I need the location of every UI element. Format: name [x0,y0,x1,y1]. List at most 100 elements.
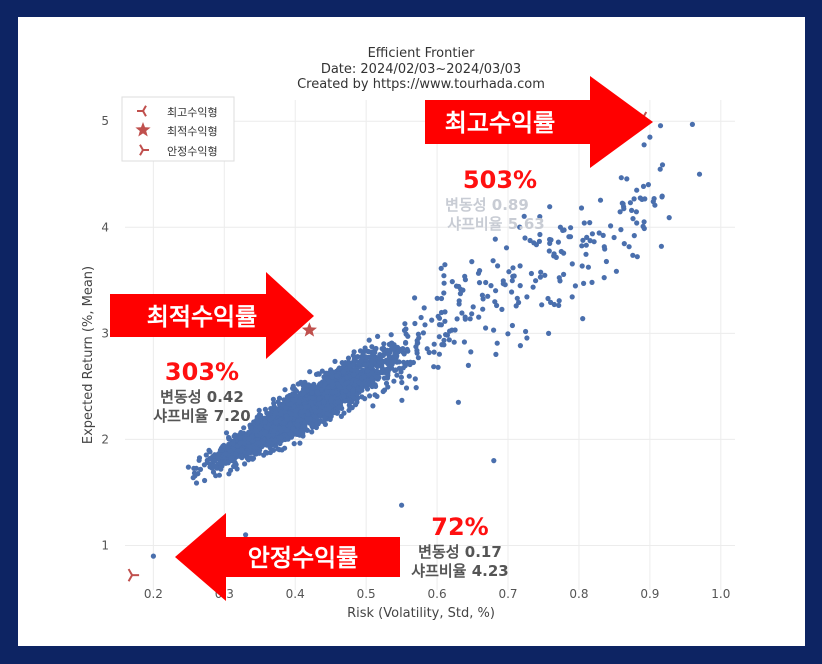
portfolio-point [391,353,397,360]
portfolio-point [442,309,448,315]
portfolio-point [335,399,341,405]
chart-subtitle-credit: Created by https://www.tourhada.com [297,77,545,92]
portfolio-point [271,428,277,434]
portfolio-point [567,234,574,240]
portfolio-point [388,340,394,346]
portfolio-point [264,450,270,456]
legend-item-max-return: 최고수익형 [167,106,218,119]
portfolio-point [461,339,467,345]
portfolio-point [366,337,372,343]
portfolio-point [251,450,257,456]
portfolio-point [490,258,496,264]
portfolio-point [393,367,399,373]
arrow-top-label: 최고수익률 [445,109,555,137]
portfolio-point [524,294,530,300]
low-volatility: 변동성 0.17 [418,543,502,561]
portfolio-point [337,384,343,390]
portfolio-point [641,219,647,225]
portfolio-point [469,259,475,265]
portfolio-point [402,321,408,327]
portfolio-point [210,453,216,460]
portfolio-point [292,408,299,414]
portfolio-point [346,384,352,390]
portfolio-point [226,441,232,447]
portfolio-point [510,273,516,279]
portfolio-point [375,333,381,339]
portfolio-point [383,380,390,386]
portfolio-point [422,322,428,328]
portfolio-point [483,279,489,286]
portfolio-point [278,411,284,417]
portfolio-point [403,385,410,391]
arrow-mid-shape [110,272,314,359]
portfolio-point [267,416,273,423]
portfolio-point [528,270,535,277]
portfolio-point [421,305,427,311]
portfolio-point [324,394,330,400]
portfolio-point [218,466,224,472]
portfolio-point [273,419,279,425]
portfolio-point [308,399,314,406]
arrow-top: 최고수익률 [425,76,653,168]
portfolio-point [547,204,553,210]
mid-sharpe: 샤프비율 7.20 [153,407,250,425]
portfolio-point [381,375,387,381]
portfolio-point [634,254,640,260]
portfolio-point [431,364,437,370]
portfolio-point [442,318,448,324]
portfolio-point [316,401,322,407]
arrow-low-label: 안정수익률 [248,544,358,572]
portfolio-point [456,298,462,304]
portfolio-point [578,205,585,211]
tri-right-icon [139,144,144,151]
portfolio-point [350,362,356,369]
arrow-top-shape [425,76,653,168]
portfolio-point [517,283,523,289]
portfolio-point [580,316,586,322]
portfolio-point [426,349,432,356]
portfolio-point [537,231,543,238]
portfolio-point [631,196,637,202]
portfolio-point [583,251,589,257]
portfolio-point [492,236,498,242]
top-volatility: 변동성 0.89 [445,196,529,214]
portfolio-point [613,268,620,274]
portfolio-point [470,304,476,310]
portfolio-point [342,398,348,404]
arrow-low-shape [175,513,400,601]
portfolio-point [485,293,491,299]
portfolio-point [302,423,308,429]
portfolio-point [309,429,315,435]
portfolio-point [300,433,306,439]
portfolio-point [324,389,330,395]
portfolio-point [341,361,347,368]
star-icon [135,122,151,137]
portfolio-point [641,225,647,232]
portfolio-point [522,235,528,241]
portfolio-point [193,465,199,471]
x-tick-label: 0.2 [144,587,163,601]
portfolio-point [414,347,420,354]
portfolio-point [247,443,253,450]
portfolio-point [630,252,636,258]
portfolio-point [398,369,404,375]
arrow-mid-label: 최적수익률 [147,303,257,331]
portfolio-point [336,365,342,371]
portfolio-point [572,283,579,289]
portfolio-point [441,280,447,286]
portfolio-point [483,325,489,331]
portfolio-point [230,441,236,447]
portfolio-point [509,289,515,295]
portfolio-point [273,410,279,416]
portfolio-point [401,359,407,365]
portfolio-point [360,351,366,357]
portfolio-point [531,240,537,246]
portfolio-point [584,234,590,240]
portfolio-point [215,451,221,458]
portfolio-point [338,378,345,385]
portfolio-point [256,407,262,413]
portfolio-point [587,238,593,244]
portfolio-point [603,258,610,265]
portfolio-point [391,358,397,364]
portfolio-point [480,306,486,312]
